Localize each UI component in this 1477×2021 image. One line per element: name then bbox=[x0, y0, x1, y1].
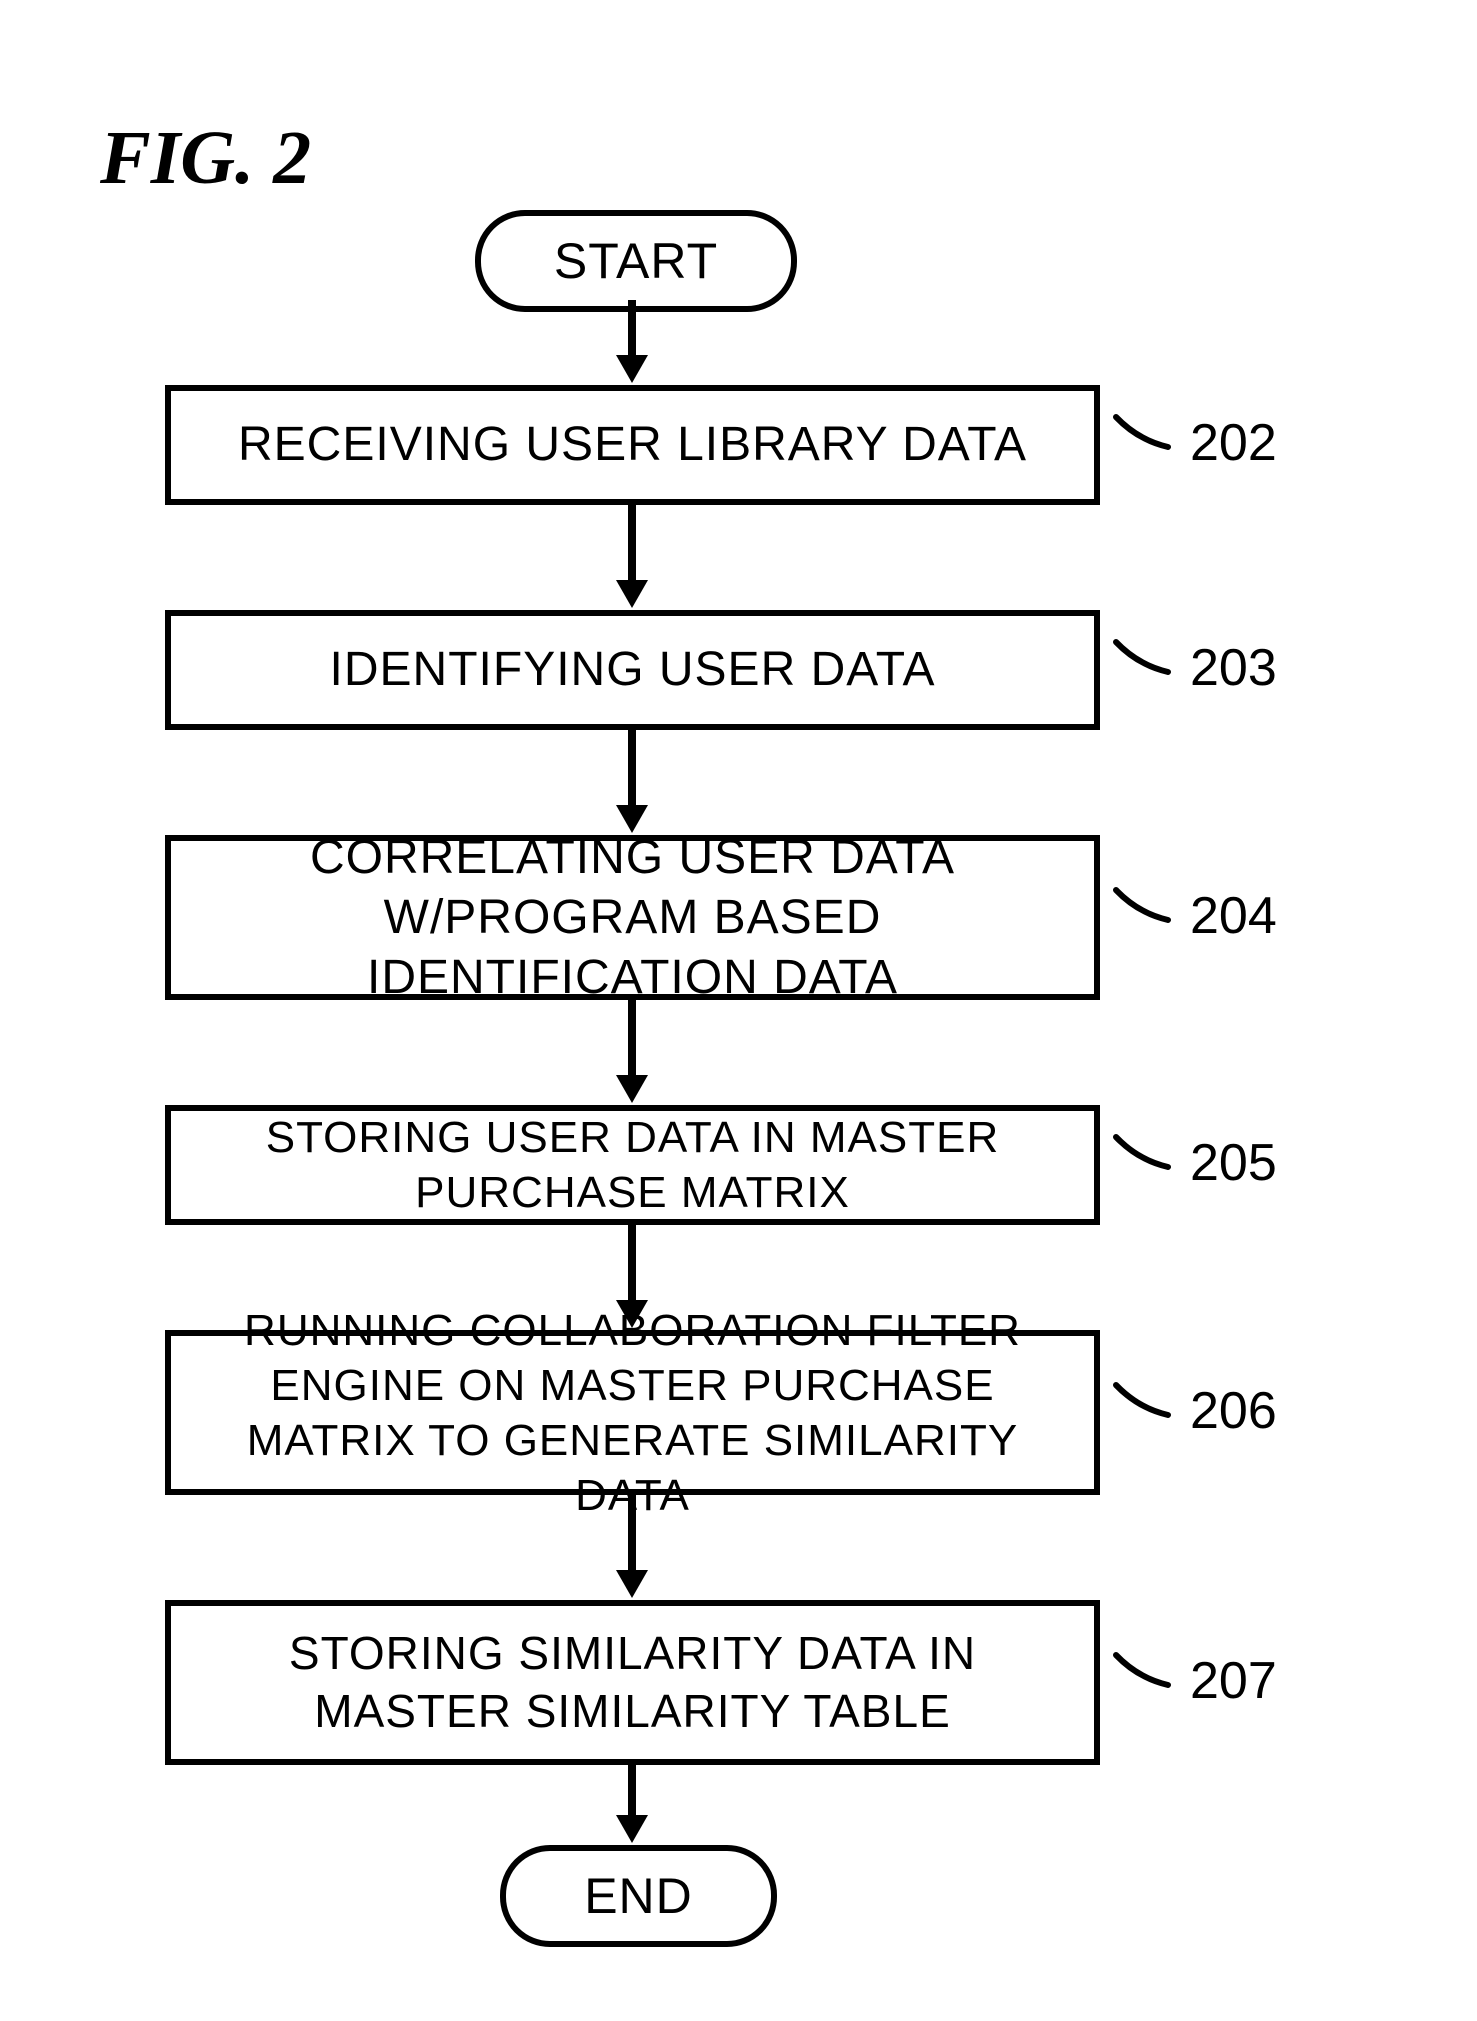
process-step-label: RUNNING COLLABORATION FILTER ENGINE ON M… bbox=[191, 1303, 1074, 1523]
arrow-line-2 bbox=[628, 730, 636, 807]
arrow-head-4 bbox=[616, 1300, 648, 1328]
ref-connector-202 bbox=[1108, 405, 1188, 465]
arrow-line-6 bbox=[628, 1765, 636, 1817]
ref-number-205: 205 bbox=[1190, 1133, 1277, 1193]
ref-connector-203 bbox=[1108, 630, 1188, 690]
figure-title: FIG. 2 bbox=[100, 115, 311, 202]
ref-number-206: 206 bbox=[1190, 1381, 1277, 1441]
arrow-line-3 bbox=[628, 1000, 636, 1077]
process-step-label: IDENTIFYING USER DATA bbox=[330, 640, 936, 700]
ref-number-204: 204 bbox=[1190, 886, 1277, 946]
arrow-line-4 bbox=[628, 1225, 636, 1302]
end-terminal: END bbox=[500, 1845, 777, 1947]
start-terminal: START bbox=[475, 210, 797, 312]
arrow-head-5 bbox=[616, 1570, 648, 1598]
arrow-line-1 bbox=[628, 505, 636, 582]
ref-connector-205 bbox=[1108, 1125, 1188, 1185]
process-step-label: CORRELATING USER DATA W/PROGRAM BASED ID… bbox=[191, 828, 1074, 1008]
process-step-label: STORING SIMILARITY DATA IN MASTER SIMILA… bbox=[191, 1625, 1074, 1740]
arrow-head-3 bbox=[616, 1075, 648, 1103]
start-terminal-label: START bbox=[554, 232, 718, 290]
arrow-head-0 bbox=[616, 355, 648, 383]
ref-number-203: 203 bbox=[1190, 638, 1277, 698]
process-step-206: RUNNING COLLABORATION FILTER ENGINE ON M… bbox=[165, 1330, 1100, 1495]
process-step-205: STORING USER DATA IN MASTER PURCHASE MAT… bbox=[165, 1105, 1100, 1225]
ref-connector-204 bbox=[1108, 878, 1188, 938]
arrow-line-5 bbox=[628, 1495, 636, 1572]
diagram-container: FIG. 2 START END RECEIVING USER LIBRARY … bbox=[0, 0, 1477, 2021]
ref-number-202: 202 bbox=[1190, 413, 1277, 473]
ref-connector-207 bbox=[1108, 1643, 1188, 1703]
arrow-head-6 bbox=[616, 1815, 648, 1843]
arrow-head-2 bbox=[616, 805, 648, 833]
process-step-203: IDENTIFYING USER DATA bbox=[165, 610, 1100, 730]
process-step-label: RECEIVING USER LIBRARY DATA bbox=[238, 415, 1027, 475]
ref-number-207: 207 bbox=[1190, 1651, 1277, 1711]
ref-connector-206 bbox=[1108, 1373, 1188, 1433]
process-step-207: STORING SIMILARITY DATA IN MASTER SIMILA… bbox=[165, 1600, 1100, 1765]
process-step-label: STORING USER DATA IN MASTER PURCHASE MAT… bbox=[191, 1110, 1074, 1220]
end-terminal-label: END bbox=[584, 1867, 693, 1925]
process-step-202: RECEIVING USER LIBRARY DATA bbox=[165, 385, 1100, 505]
process-step-204: CORRELATING USER DATA W/PROGRAM BASED ID… bbox=[165, 835, 1100, 1000]
arrow-head-1 bbox=[616, 580, 648, 608]
arrow-line-0 bbox=[628, 300, 636, 357]
